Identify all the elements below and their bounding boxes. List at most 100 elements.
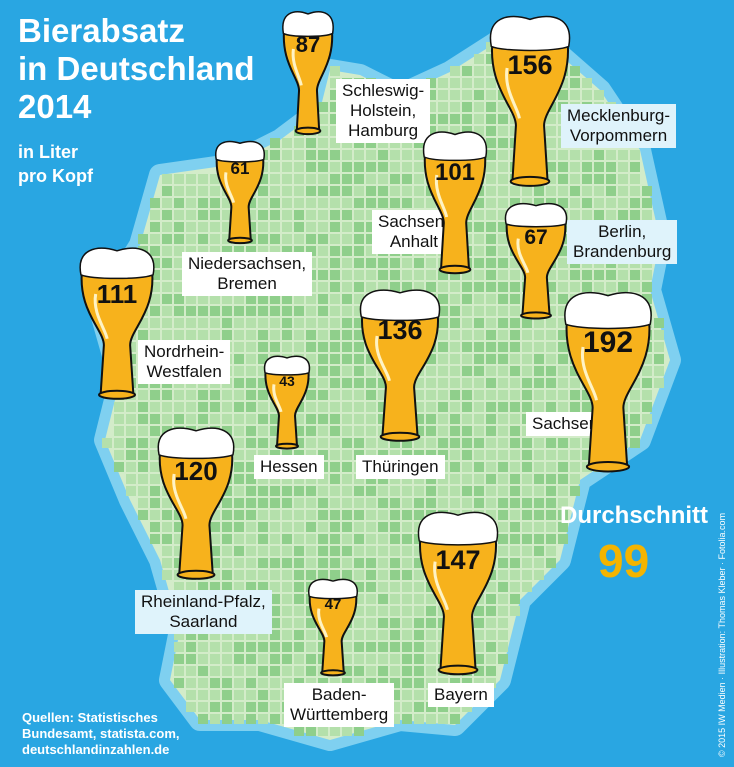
map-grid-cell	[450, 78, 460, 88]
map-grid-cell	[210, 198, 220, 208]
map-grid-cell	[282, 294, 292, 304]
map-grid-cell	[606, 174, 616, 184]
map-grid-cell	[390, 594, 400, 604]
map-grid-cell	[198, 414, 208, 424]
map-grid-cell	[222, 246, 232, 256]
map-grid-cell	[198, 222, 208, 232]
map-grid-cell	[486, 606, 496, 616]
map-grid-cell	[522, 438, 532, 448]
map-grid-cell	[570, 402, 580, 412]
map-grid-cell	[642, 390, 652, 400]
map-grid-cell	[534, 402, 544, 412]
map-grid-cell	[438, 390, 448, 400]
map-grid-cell	[198, 690, 208, 700]
map-grid-cell	[342, 318, 352, 328]
map-grid-cell	[546, 510, 556, 520]
map-grid-cell	[582, 150, 592, 160]
map-grid-cell	[486, 474, 496, 484]
map-grid-cell	[342, 294, 352, 304]
map-grid-cell	[270, 162, 280, 172]
map-grid-cell	[546, 486, 556, 496]
map-grid-cell	[426, 258, 436, 268]
map-grid-cell	[198, 306, 208, 316]
map-grid-cell	[222, 678, 232, 688]
map-grid-cell	[258, 678, 268, 688]
map-grid-cell	[342, 210, 352, 220]
map-grid-cell	[498, 654, 508, 664]
map-grid-cell	[330, 270, 340, 280]
map-grid-cell	[258, 330, 268, 340]
map-grid-cell	[294, 486, 304, 496]
map-grid-cell	[294, 666, 304, 676]
map-grid-cell	[474, 126, 484, 136]
map-grid-cell	[366, 498, 376, 508]
map-grid-cell	[330, 450, 340, 460]
map-grid-cell	[606, 198, 616, 208]
map-grid-cell	[522, 498, 532, 508]
map-grid-cell	[234, 534, 244, 544]
map-grid-cell	[414, 438, 424, 448]
beer-glass-icon	[215, 140, 265, 245]
map-grid-cell	[294, 246, 304, 256]
map-grid-cell	[522, 330, 532, 340]
map-grid-cell	[198, 174, 208, 184]
map-grid-cell	[270, 570, 280, 580]
map-grid-cell	[570, 474, 580, 484]
map-grid-cell	[258, 414, 268, 424]
map-grid-cell	[558, 522, 568, 532]
map-grid-cell	[150, 222, 160, 232]
map-grid-cell	[318, 222, 328, 232]
map-grid-cell	[498, 570, 508, 580]
map-grid-cell	[354, 582, 364, 592]
map-grid-cell	[546, 162, 556, 172]
map-grid-cell	[414, 654, 424, 664]
map-grid-cell	[534, 558, 544, 568]
map-grid-cell	[378, 174, 388, 184]
map-grid-cell	[378, 510, 388, 520]
map-grid-cell	[522, 534, 532, 544]
map-grid-cell	[510, 594, 520, 604]
map-grid-cell	[618, 150, 628, 160]
map-grid-cell	[630, 186, 640, 196]
map-grid-cell	[498, 318, 508, 328]
map-grid-cell	[270, 534, 280, 544]
map-grid-cell	[186, 702, 196, 712]
map-grid-cell	[402, 486, 412, 496]
map-grid-cell	[402, 138, 412, 148]
map-grid-cell	[426, 78, 436, 88]
map-grid-cell	[294, 474, 304, 484]
map-grid-cell	[174, 306, 184, 316]
map-grid-cell	[306, 726, 316, 736]
map-grid-cell	[510, 366, 520, 376]
title-line: Bierabsatz	[18, 12, 185, 49]
map-grid-cell	[510, 534, 520, 544]
map-grid-cell	[450, 90, 460, 100]
map-grid-cell	[570, 366, 580, 376]
map-grid-cell	[306, 306, 316, 316]
map-grid-cell	[198, 330, 208, 340]
map-grid-cell	[126, 474, 136, 484]
map-grid-cell	[594, 90, 604, 100]
map-grid-cell	[330, 534, 340, 544]
map-grid-cell	[282, 582, 292, 592]
map-grid-cell	[486, 198, 496, 208]
map-grid-cell	[486, 258, 496, 268]
map-grid-cell	[390, 258, 400, 268]
map-grid-cell	[582, 162, 592, 172]
map-grid-cell	[330, 282, 340, 292]
map-grid-cell	[522, 354, 532, 364]
map-grid-cell	[150, 510, 160, 520]
glass-base	[509, 175, 551, 187]
map-grid-cell	[162, 210, 172, 220]
map-grid-cell	[558, 534, 568, 544]
map-grid-cell	[270, 426, 280, 436]
map-grid-cell	[402, 474, 412, 484]
map-grid-cell	[378, 522, 388, 532]
map-grid-cell	[342, 186, 352, 196]
map-grid-cell	[378, 402, 388, 412]
map-grid-cell	[414, 390, 424, 400]
map-grid-cell	[246, 306, 256, 316]
map-grid-cell	[570, 450, 580, 460]
map-grid-cell	[462, 126, 472, 136]
map-grid-cell	[210, 186, 220, 196]
